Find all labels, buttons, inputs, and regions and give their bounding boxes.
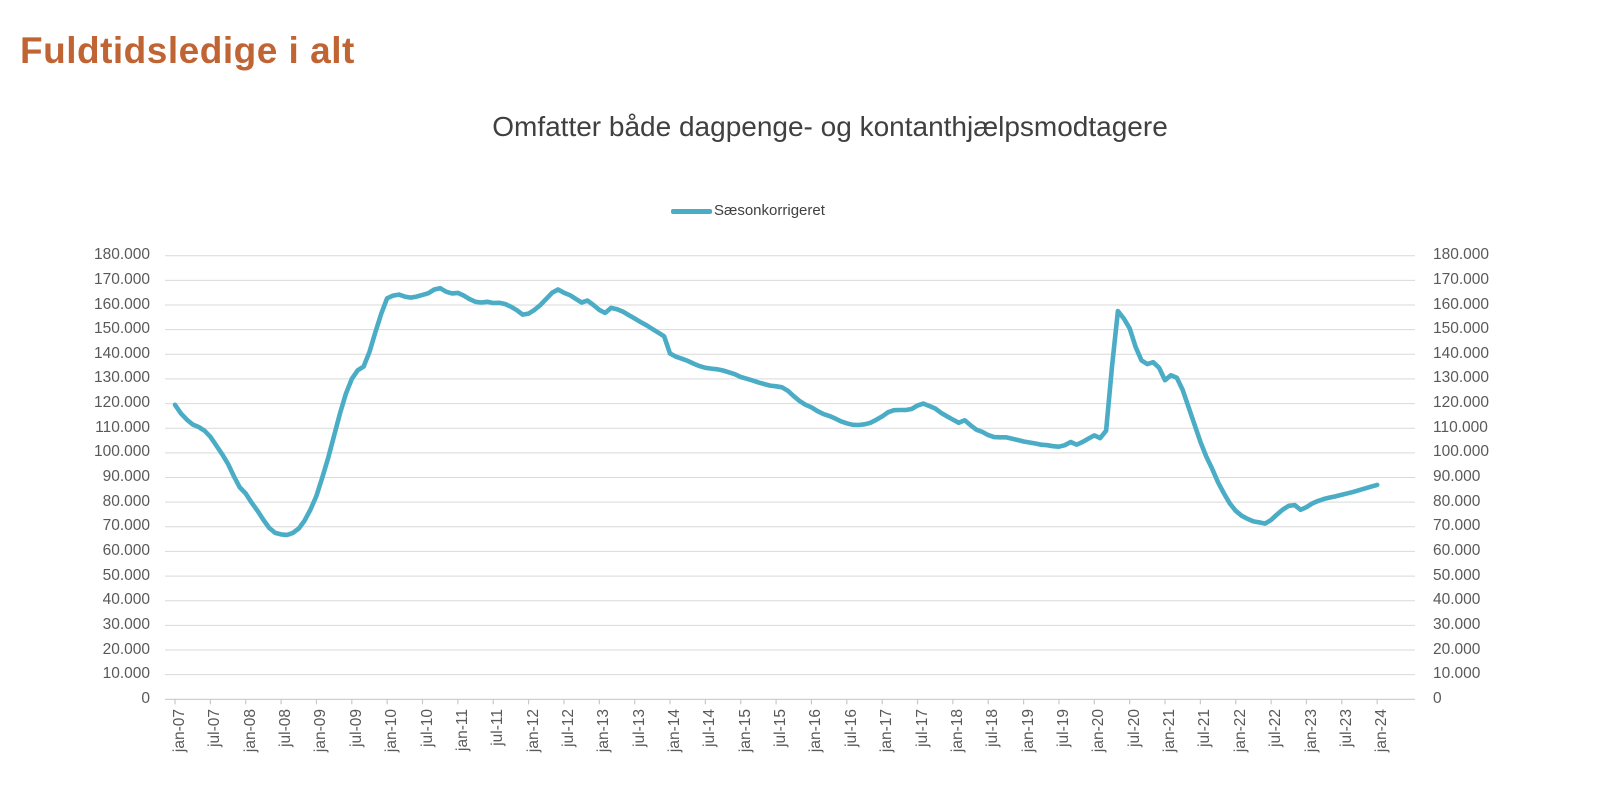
x-axis-tick-label: jul-18: [984, 709, 1002, 747]
x-axis-tick-label: jul-12: [559, 709, 577, 747]
x-axis-tick-label: jul-20: [1125, 709, 1143, 747]
x-axis-tick-label: jan-18: [948, 709, 966, 753]
y-axis-tick-label-right: 140.000: [1433, 344, 1490, 362]
y-axis-tick-label-left: 20.000: [102, 640, 150, 658]
x-axis-tick-label: jan-22: [1231, 709, 1249, 753]
y-axis-tick-label-left: 150.000: [93, 320, 150, 338]
x-axis-tick-label: jul-13: [630, 709, 648, 747]
y-axis-tick-label-left: 70.000: [102, 517, 150, 535]
y-axis-tick-label-left: 90.000: [102, 468, 150, 485]
y-axis-tick-label-left: 170.000: [93, 270, 150, 288]
y-axis-tick-label-left: 60.000: [102, 541, 150, 559]
x-axis-tick-label: jan-09: [312, 709, 330, 753]
y-axis-tick-label-left: 50.000: [102, 566, 150, 584]
x-axis-tick-label: jul-09: [347, 709, 365, 747]
x-axis-tick-label: jan-07: [171, 709, 188, 753]
x-axis-tick-label: jul-10: [418, 709, 436, 747]
y-axis-tick-label-right: 100.000: [1433, 443, 1490, 461]
x-axis-tick-label: jul-17: [913, 709, 931, 747]
page-title: Fuldtidsledige i alt: [20, 30, 355, 71]
y-axis-tick-label-left: 0: [141, 689, 150, 707]
series-line-saesonkorrigeret: [172, 285, 1380, 538]
y-axis-tick-label-right: 50.000: [1433, 566, 1481, 584]
chart-title: Omfatter både dagpenge- og kontanthjælps…: [492, 111, 1168, 142]
x-axis-tick-label: jan-17: [878, 709, 896, 753]
y-axis-tick-label-left: 160.000: [93, 295, 150, 313]
y-axis-tick-label-right: 40.000: [1433, 591, 1481, 609]
y-axis-tick-label-left: 130.000: [93, 369, 150, 387]
y-axis-tick-label-right: 130.000: [1433, 369, 1490, 387]
y-axis-tick-label-left: 140.000: [93, 344, 150, 362]
y-axis-tick-label-right: 150.000: [1433, 320, 1490, 338]
x-axis-tick-label: jan-13: [595, 709, 613, 753]
y-axis-tick-label-left: 110.000: [95, 418, 150, 436]
x-axis-tick-label: jul-19: [1054, 709, 1072, 747]
x-axis-tick-label: jul-22: [1267, 709, 1285, 747]
x-axis-tick-label: jan-21: [1161, 709, 1178, 753]
x-axis-tick-label: jan-14: [666, 709, 683, 753]
x-axis-tick-label: jan-10: [383, 709, 401, 753]
y-axis-tick-label-left: 80.000: [102, 492, 150, 510]
x-axis-tick-label: jan-12: [524, 709, 542, 753]
y-axis-tick-label-left: 100.000: [93, 443, 150, 461]
y-axis-tick-label-right: 20.000: [1433, 640, 1481, 658]
y-axis-tick-label-left: 10.000: [102, 665, 150, 683]
y-axis-tick-label-right: 110.000: [1433, 418, 1488, 436]
x-axis-tick-label: jan-11: [453, 709, 471, 751]
x-axis-tick-label: jan-19: [1019, 709, 1037, 753]
x-axis-tick-label: jan-20: [1090, 709, 1108, 753]
y-axis-tick-label-right: 10.000: [1433, 665, 1481, 683]
y-axis-tick-label-right: 160.000: [1433, 295, 1490, 313]
y-axis-tick-label-left: 120.000: [93, 394, 150, 412]
y-axis-tick-label-right: 60.000: [1433, 541, 1481, 559]
x-axis-tick-label: jul-07: [206, 709, 224, 747]
y-axis-tick-label-left: 30.000: [102, 615, 150, 633]
y-axis-tick-label-right: 70.000: [1433, 517, 1481, 535]
y-axis-tick-label-right: 30.000: [1433, 615, 1481, 633]
x-axis-tick-label: jul-23: [1337, 709, 1355, 747]
y-axis-tick-label-right: 120.000: [1433, 394, 1490, 412]
legend-line-marker: [671, 208, 712, 214]
y-axis-tick-label-left: 40.000: [102, 591, 150, 609]
x-axis-tick-label: jul-21: [1196, 709, 1214, 747]
y-axis-tick-label-left: 180.000: [93, 246, 150, 264]
x-axis-tick-label: jan-24: [1373, 709, 1391, 753]
y-axis-tick-label-right: 90.000: [1433, 468, 1481, 485]
y-axis-tick-label-right: 0: [1433, 689, 1442, 707]
y-axis-tick-label-right: 170.000: [1433, 270, 1490, 288]
x-axis-tick-label: jul-16: [842, 709, 860, 747]
x-axis-tick-label: jul-14: [701, 709, 719, 747]
legend-label: Sæsonkorrigeret: [714, 202, 825, 219]
x-axis-tick-label: jul-15: [772, 709, 790, 747]
chart-legend: Sæsonkorrigeret: [671, 202, 825, 220]
x-axis-tick-label: jan-08: [241, 709, 259, 753]
y-axis-tick-label-right: 80.000: [1433, 492, 1481, 510]
x-axis-tick-label: jan-23: [1302, 709, 1320, 753]
x-axis-tick-label: jul-08: [277, 709, 295, 747]
y-axis-tick-label-right: 180.000: [1433, 246, 1490, 264]
x-axis-tick-label: jul-11: [489, 709, 507, 746]
x-axis-tick-label: jan-16: [807, 709, 825, 753]
x-axis-tick-label: jan-15: [736, 709, 754, 753]
